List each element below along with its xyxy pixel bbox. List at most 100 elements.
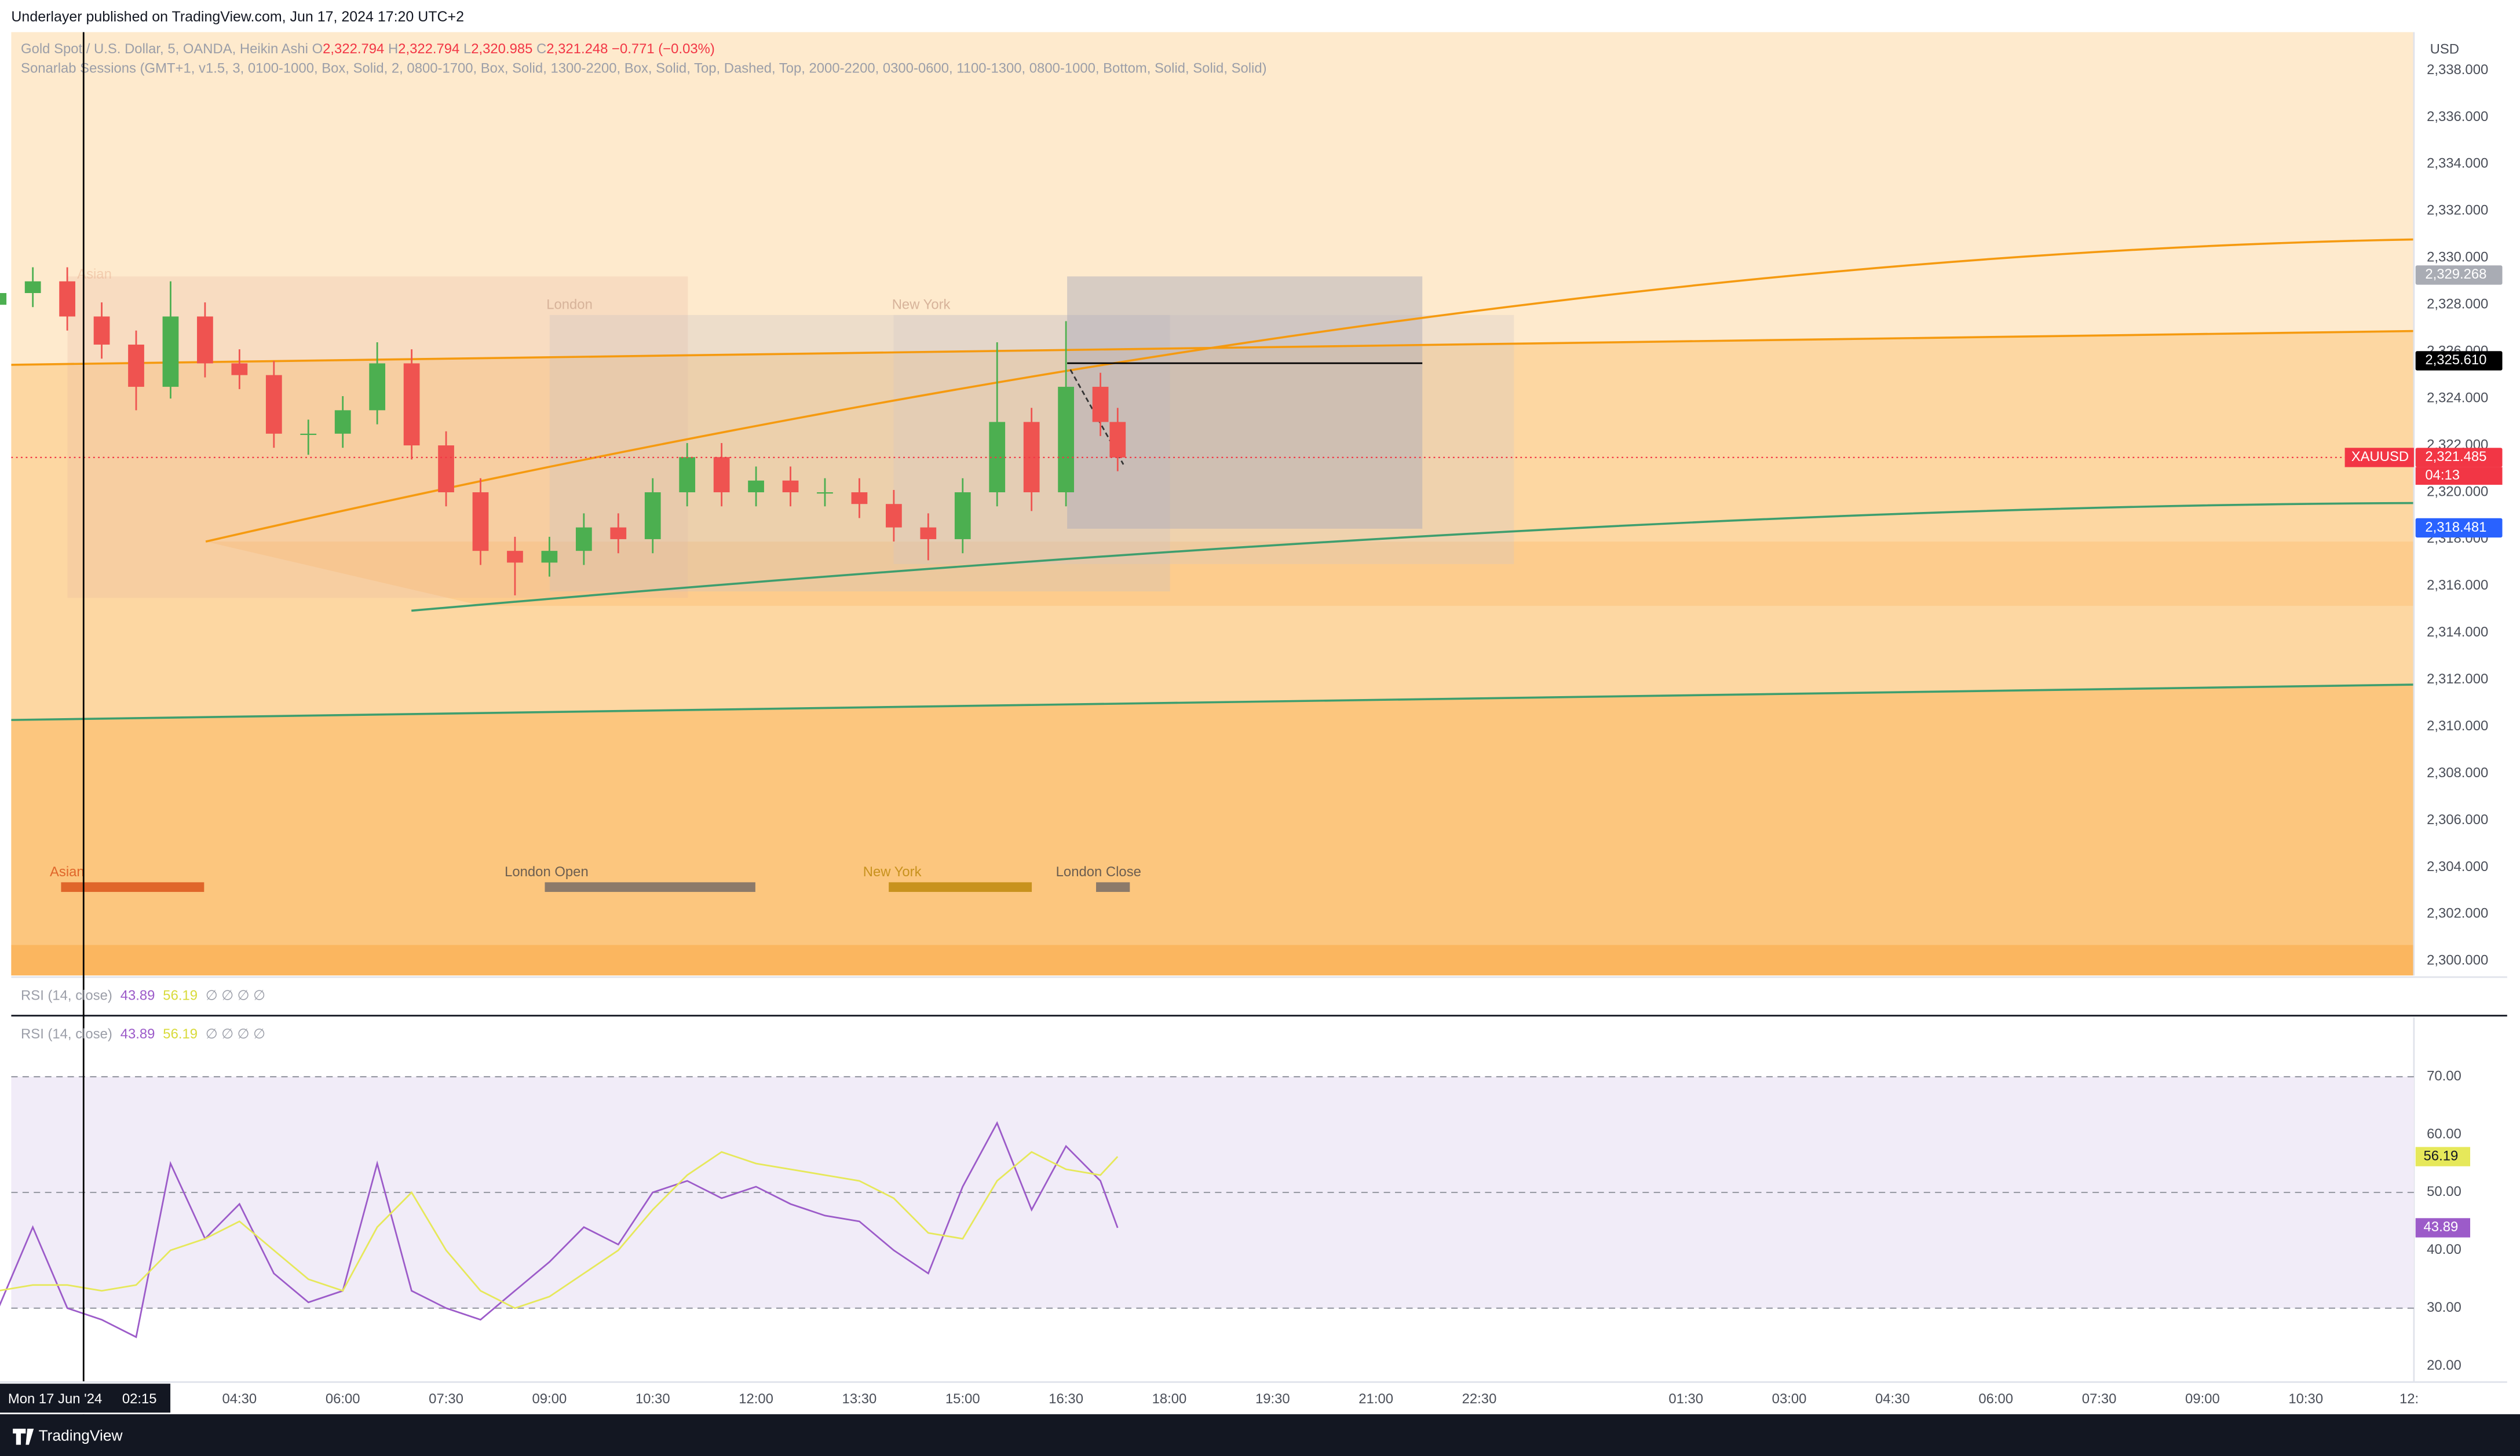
- countdown-tag: [2415, 467, 2503, 485]
- candle-body: [920, 527, 937, 539]
- candle-body: [231, 363, 248, 375]
- session-label: New York: [892, 297, 951, 313]
- session-label: London: [546, 297, 593, 313]
- y-tick-label: 2,302.000: [2427, 906, 2488, 921]
- trend-curve: [205, 238, 2414, 543]
- rsi-ma-value: 56.19: [163, 1026, 198, 1042]
- x-tick-label: 12:00: [739, 1391, 773, 1407]
- rsi-line: [0, 1121, 1119, 1338]
- price-tag-label: 2,321.485: [2425, 449, 2486, 464]
- candle-body: [782, 480, 799, 492]
- x-tick-label: 09:00: [532, 1391, 567, 1407]
- rsi-tick-label: 40.00: [2427, 1242, 2461, 1257]
- session-bar-label: London Close: [1056, 864, 1141, 880]
- y-tick-label: 2,310.000: [2427, 718, 2488, 734]
- session-box: [1067, 276, 1423, 529]
- y-tick-label: 2,308.000: [2427, 765, 2488, 781]
- candle-body: [128, 345, 144, 387]
- ohlc-value: 2,322.794: [398, 41, 459, 57]
- candle-body: [1092, 386, 1109, 422]
- rsi-legend: RSI (14, close) 43.89 56.19 ∅ ∅ ∅ ∅: [21, 988, 265, 1004]
- price-tag: [2415, 448, 2503, 467]
- ohlc-key: O: [312, 41, 323, 57]
- x-tick-label: 16:30: [1049, 1391, 1083, 1407]
- x-tick-label: 04:30: [222, 1391, 257, 1407]
- trend-line: [11, 683, 2414, 721]
- legend-symbol: Gold Spot / U.S. Dollar, 5, OANDA, Heiki…: [21, 41, 308, 57]
- time-ticks: 04:30 06:00 07:30 09:00 10:30 12:00 13:30 15:00…: [222, 1391, 2419, 1407]
- crosshair-tag: [0, 1384, 171, 1413]
- rsi-title: RSI (14, close): [21, 1026, 112, 1042]
- session-bar-label: London Open: [505, 864, 589, 880]
- y-tick-label: 2,320.000: [2427, 484, 2488, 499]
- ohlc-key: L: [463, 41, 471, 57]
- x-tick-label: 09:00: [2185, 1391, 2220, 1407]
- session-bar: [1096, 882, 1130, 892]
- x-tick-label: 22:30: [1462, 1391, 1497, 1407]
- symbol-tag-label: XAUUSD: [2351, 449, 2409, 464]
- x-tick-label: 15:00: [945, 1391, 980, 1407]
- candle-body: [0, 292, 7, 305]
- ohlc-key: C: [536, 41, 546, 57]
- y-tick-label: 2,332.000: [2427, 203, 2488, 218]
- candle-body: [265, 375, 282, 434]
- rsi-line: [0, 1151, 1119, 1309]
- session-label: Asian: [77, 266, 112, 282]
- x-tick-label: 07:30: [429, 1391, 463, 1407]
- price-axis: [2415, 32, 2507, 1414]
- change: −0.771 (−0.03%): [612, 41, 715, 57]
- indicator-legend: Sonarlab Sessions (GMT+1, v1.5, 3, 0100-…: [21, 61, 1267, 76]
- y-tick-label: 2,336.000: [2427, 109, 2488, 125]
- symbol-tag: [2344, 448, 2414, 467]
- logo: [13, 1428, 34, 1445]
- ohlc-key: H: [388, 41, 398, 57]
- x-tick-label: 06:00: [326, 1391, 360, 1407]
- y-tick-label: 2,306.000: [2427, 812, 2488, 828]
- rsi-tick-label: 20.00: [2427, 1358, 2461, 1373]
- candle-body: [334, 410, 351, 434]
- y-tick-label: 2,330.000: [2427, 250, 2488, 265]
- candle-body: [507, 551, 523, 563]
- rsi-tick-label: 70.00: [2427, 1068, 2461, 1084]
- rsi-tick-label: 50.00: [2427, 1184, 2461, 1199]
- candle-body: [679, 457, 696, 492]
- candle-body: [369, 363, 386, 411]
- rsi-extra: ∅ ∅ ∅ ∅: [206, 988, 265, 1004]
- x-tick-label: 07:30: [2082, 1391, 2117, 1407]
- y-tick-label: 2,314.000: [2427, 624, 2488, 640]
- candle-body: [713, 457, 730, 492]
- x-tick-label: 06:00: [1978, 1391, 2013, 1407]
- candle-body: [954, 492, 971, 539]
- y-tick-label: 2,304.000: [2427, 859, 2488, 875]
- x-tick-label: 10:30: [636, 1391, 670, 1407]
- rsi-tag: [2415, 1218, 2470, 1238]
- rsi-tick-label: 30.00: [2427, 1300, 2461, 1315]
- trend-curve: [411, 502, 2414, 612]
- price-tag-label: 2,329.268: [2425, 266, 2486, 282]
- candle-body: [989, 422, 1006, 492]
- price-tag: [2415, 351, 2503, 371]
- x-tick-label: 12:: [2400, 1391, 2419, 1407]
- x-tick-label: 18:00: [1152, 1391, 1187, 1407]
- rsi-tag-label: 43.89: [2424, 1219, 2459, 1235]
- price-tag-label: 2,318.481: [2425, 520, 2486, 535]
- legend: Gold Spot / U.S. Dollar, 5, OANDA, Heiki…: [21, 41, 715, 57]
- y-tick-label: 2,312.000: [2427, 671, 2488, 687]
- y-tick-label: 2,324.000: [2427, 390, 2488, 405]
- rsi-legend: RSI (14, close) 43.89 56.19 ∅ ∅ ∅ ∅: [21, 1026, 265, 1042]
- x-tick-label: 19:30: [1255, 1391, 1290, 1407]
- candle-body: [438, 445, 454, 492]
- session-bar-label: Asian: [50, 864, 85, 880]
- rsi-extra: ∅ ∅ ∅ ∅: [206, 1026, 265, 1042]
- candle-body: [886, 504, 902, 528]
- candle-body: [162, 316, 179, 387]
- x-tick-label: 10:30: [2288, 1391, 2323, 1407]
- candle-body: [1109, 422, 1126, 458]
- candle-body: [197, 316, 213, 364]
- rsi-tag: [2415, 1147, 2470, 1166]
- band: [11, 685, 2414, 976]
- x-tick-label: 01:30: [1668, 1391, 1703, 1407]
- crosshair-time: 02:15: [122, 1391, 157, 1407]
- rsi-tag-label: 56.19: [2424, 1148, 2459, 1164]
